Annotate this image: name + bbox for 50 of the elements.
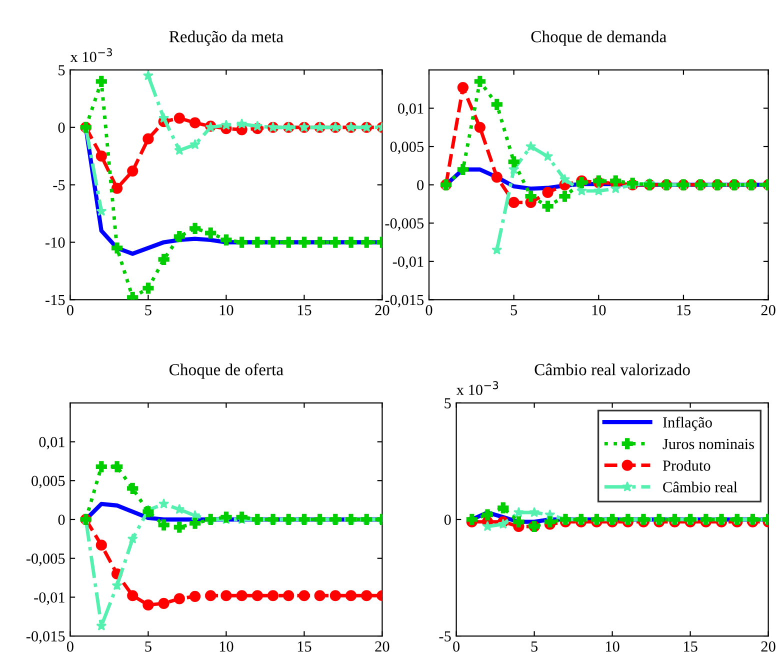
x-tick-label: 15 bbox=[298, 641, 312, 652]
y-tick-label: 0,01 bbox=[39, 436, 64, 450]
x-tick-label: 5 bbox=[145, 305, 152, 316]
chart-title: Redução da meta bbox=[169, 30, 284, 46]
x-tick-label: 15 bbox=[298, 305, 312, 316]
legend-label: Juros nominais bbox=[662, 438, 754, 450]
x-tick-label: 10 bbox=[220, 641, 234, 652]
y-tick-label: 5 bbox=[58, 65, 65, 76]
y-tick-label: 0 bbox=[58, 122, 65, 133]
x-tick-label: 15 bbox=[684, 641, 698, 652]
chart-title: Choque de oferta bbox=[170, 363, 284, 379]
x-tick-label: 5 bbox=[145, 641, 152, 652]
y-tick-label: 0 bbox=[417, 180, 424, 190]
y-tick-label: -5 bbox=[439, 631, 451, 642]
y-tick-label: -0,01 bbox=[392, 256, 424, 270]
text: x 10$^{−3}$ bbox=[456, 381, 498, 396]
x-tick-label: 20 bbox=[761, 305, 776, 316]
x-tick-label: 0 bbox=[66, 305, 74, 316]
y-tick-label: -0,005 bbox=[26, 553, 65, 566]
x-tick-label: 10 bbox=[592, 305, 606, 316]
y-tick-label: 0,005 bbox=[32, 476, 65, 488]
x-tick-label: 10 bbox=[220, 305, 234, 316]
y-tick-label: 0,005 bbox=[390, 142, 424, 154]
y-tick-label: -10 bbox=[46, 237, 65, 248]
chart-title: Choque de demanda bbox=[531, 30, 666, 46]
x-tick-label: 0 bbox=[453, 641, 460, 652]
y-tick-label: 0,01 bbox=[398, 103, 424, 116]
text: x 10$^{−3}$ bbox=[70, 48, 112, 62]
chart-title: Câmbio real valorizado bbox=[534, 364, 690, 376]
x-tick-label: 0 bbox=[426, 305, 432, 316]
y-tick-label: 5 bbox=[444, 398, 451, 408]
y-tick-label: -0,005 bbox=[385, 218, 424, 231]
x-tick-label: 0 bbox=[66, 641, 74, 652]
x-tick-label: 20 bbox=[375, 305, 390, 316]
x-tick-label: 5 bbox=[510, 305, 518, 316]
legend-label: Produto bbox=[662, 460, 710, 471]
y-tick-label: 0 bbox=[444, 514, 451, 525]
y-tick-label: 0 bbox=[58, 514, 65, 525]
x-tick-label: 5 bbox=[531, 641, 538, 652]
y-tick-label: -0,015 bbox=[385, 294, 424, 308]
y-tick-label: -15 bbox=[46, 294, 65, 306]
x-tick-label: 10 bbox=[606, 641, 620, 652]
y-tick-label: -5 bbox=[53, 180, 65, 190]
x-tick-label: 20 bbox=[761, 641, 776, 652]
x-tick-label: 15 bbox=[677, 305, 691, 316]
x-tick-label: 20 bbox=[375, 641, 390, 652]
y-tick-label: -0,015 bbox=[26, 631, 65, 644]
y-tick-label: -0,01 bbox=[34, 592, 64, 605]
legend-label: Inflação bbox=[663, 416, 712, 431]
legend-label: Câmbio real bbox=[663, 482, 738, 492]
